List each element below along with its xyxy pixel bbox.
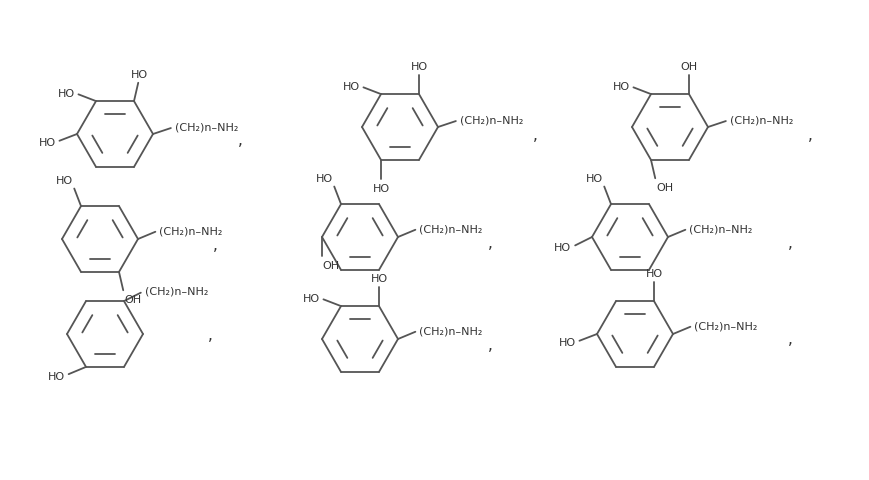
Text: (CH₂)n–NH₂: (CH₂)n–NH₂	[460, 116, 523, 125]
Text: HO: HO	[38, 138, 56, 148]
Text: (CH₂)n–NH₂: (CH₂)n–NH₂	[419, 224, 482, 234]
Text: HO: HO	[410, 62, 428, 72]
Text: HO: HO	[130, 70, 148, 80]
Text: HO: HO	[48, 371, 65, 381]
Text: HO: HO	[613, 82, 629, 92]
Text: (CH₂)n–NH₂: (CH₂)n–NH₂	[730, 116, 793, 125]
Text: OH: OH	[656, 183, 673, 193]
Text: OH: OH	[322, 261, 339, 270]
Text: HO: HO	[342, 82, 360, 92]
Text: ,: ,	[807, 127, 813, 142]
Text: ,: ,	[488, 235, 493, 250]
Text: HO: HO	[586, 173, 603, 183]
Text: HO: HO	[554, 243, 572, 253]
Text: HO: HO	[57, 89, 75, 98]
Text: (CH₂)n–NH₂: (CH₂)n–NH₂	[694, 321, 758, 330]
Text: HO: HO	[559, 337, 575, 348]
Text: HO: HO	[302, 293, 320, 303]
Text: (CH₂)n–NH₂: (CH₂)n–NH₂	[175, 122, 238, 132]
Text: ,: ,	[787, 332, 793, 347]
Text: (CH₂)n–NH₂: (CH₂)n–NH₂	[689, 224, 753, 234]
Text: (CH₂)n–NH₂: (CH₂)n–NH₂	[144, 286, 208, 296]
Text: ,: ,	[533, 127, 537, 142]
Text: HO: HO	[370, 274, 388, 284]
Text: ,: ,	[787, 235, 793, 250]
Text: HO: HO	[56, 175, 73, 185]
Text: ,: ,	[237, 132, 242, 147]
Text: ,: ,	[208, 327, 212, 342]
Text: (CH₂)n–NH₂: (CH₂)n–NH₂	[159, 226, 222, 236]
Text: ,: ,	[488, 337, 493, 352]
Text: HO: HO	[646, 268, 662, 278]
Text: ,: ,	[213, 237, 217, 252]
Text: HO: HO	[373, 183, 389, 193]
Text: (CH₂)n–NH₂: (CH₂)n–NH₂	[419, 325, 482, 336]
Text: OH: OH	[124, 295, 142, 305]
Text: HO: HO	[315, 173, 333, 183]
Text: OH: OH	[680, 62, 698, 72]
